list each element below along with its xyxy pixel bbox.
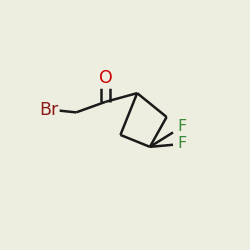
Text: Br: Br xyxy=(39,100,58,118)
Text: O: O xyxy=(99,69,112,87)
Text: F: F xyxy=(178,136,187,152)
Text: F: F xyxy=(178,119,187,134)
